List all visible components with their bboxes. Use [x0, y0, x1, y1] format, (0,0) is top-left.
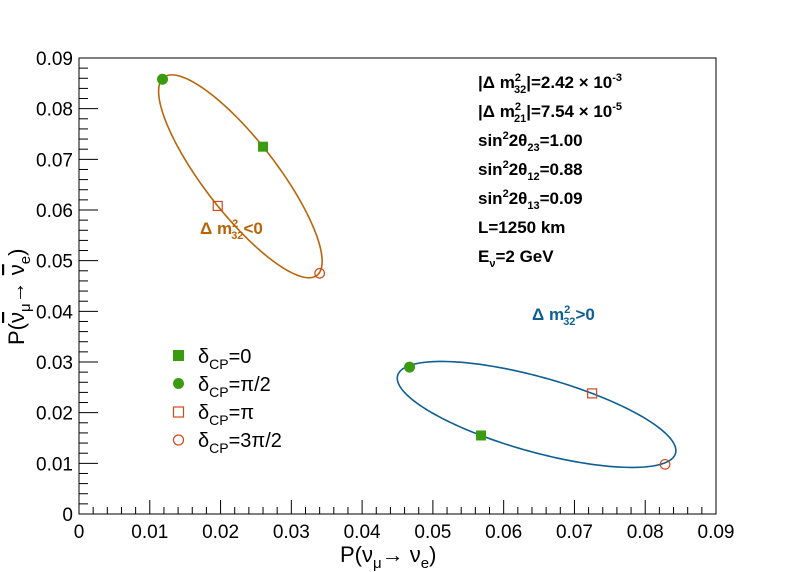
x-tick-label: 0.04 — [344, 522, 381, 543]
x-axis-title: P(νμ→ νe) — [340, 542, 436, 572]
y-tick-label: 0.05 — [36, 252, 73, 273]
x-tick-label: 0.08 — [627, 522, 664, 543]
ellipse-positive-dm32 — [396, 360, 677, 469]
parameter-box: |Δ m2 32|=2.42 × 10-3 |Δ m2 21|=7.54 × 10-… — [478, 72, 622, 270]
legend-marker-filled-square — [173, 350, 184, 361]
x-tick-label: 0.06 — [485, 522, 522, 543]
y-tick-label: 0.09 — [36, 49, 73, 70]
label-positive-dm32: Δ m2 32>0 — [532, 304, 595, 328]
y-tick-label: 0 — [62, 505, 73, 526]
x-tick-label: 0.05 — [414, 522, 451, 543]
legend-entry-delta-3pi-half: δCP=3π/2 — [198, 430, 282, 456]
axes: 0 0.01 0.02 0.03 0.04 0.05 0.06 0.07 0.08 0.09 0 0.… — [36, 49, 734, 543]
ellipse-layer — [157, 74, 677, 469]
marker-layer — [157, 73, 671, 470]
marker-delta-0 — [258, 141, 269, 152]
marker-delta-pi-half — [404, 361, 416, 373]
y-tick-label: 0.01 — [36, 454, 73, 475]
ellipse-negative-dm32 — [157, 74, 323, 279]
marker-delta-0 — [476, 430, 487, 441]
parameter-theta23: sin22θ23=1.00 — [478, 130, 583, 154]
legend: δCP=0 δCP=π/2 δCP=π δCP=3π/2 — [172, 346, 282, 456]
parameter-dm32: |Δ m2 32|=2.42 × 10-3 — [478, 72, 622, 96]
y-tick-label: 0.06 — [36, 201, 73, 222]
x-tick-label: 0.02 — [202, 522, 239, 543]
marker-delta-3pi-half — [314, 267, 326, 279]
legend-entry-delta-pi-half: δCP=π/2 — [198, 374, 271, 400]
parameter-energy: Eν=2 GeV — [478, 247, 554, 270]
marker-delta-pi-half — [157, 73, 169, 85]
parameter-baseline: L=1250 km — [478, 218, 565, 237]
parameter-theta12: sin22θ12=0.88 — [478, 159, 583, 183]
legend-entry-delta-pi: δCP=π — [198, 402, 254, 428]
svg-text:P(νμ→ νe): P(νμ→ νe) — [4, 249, 34, 345]
y-tick-label: 0.02 — [36, 404, 73, 425]
x-tick-label: 0.09 — [698, 522, 735, 543]
parameter-dm21: |Δ m2 21|=7.54 × 10-5 — [478, 101, 622, 125]
y-tick-label: 0.04 — [36, 302, 73, 323]
marker-delta-pi — [212, 200, 223, 212]
parameter-theta13: sin22θ13=0.09 — [478, 188, 583, 212]
y-tick-label: 0.03 — [36, 353, 73, 374]
legend-entry-delta-0: δCP=0 — [198, 346, 251, 372]
x-tick-label: 0 — [74, 522, 85, 543]
x-tick-label: 0.07 — [556, 522, 593, 543]
y-tick-label: 0.07 — [36, 150, 73, 171]
label-negative-dm32: Δ m2 32<0 — [200, 218, 263, 242]
y-axis-title: P(νμ→ νe) — [4, 249, 34, 345]
legend-marker-open-circle — [172, 434, 185, 446]
x-tick-label: 0.01 — [131, 522, 168, 543]
legend-marker-filled-circle — [173, 378, 184, 389]
legend-marker-open-square — [172, 406, 185, 418]
x-tick-label: 0.03 — [273, 522, 310, 543]
y-tick-label: 0.08 — [36, 100, 73, 121]
marker-delta-pi — [587, 388, 598, 399]
marker-delta-3pi-half — [659, 458, 671, 470]
plot-frame — [78, 57, 717, 515]
